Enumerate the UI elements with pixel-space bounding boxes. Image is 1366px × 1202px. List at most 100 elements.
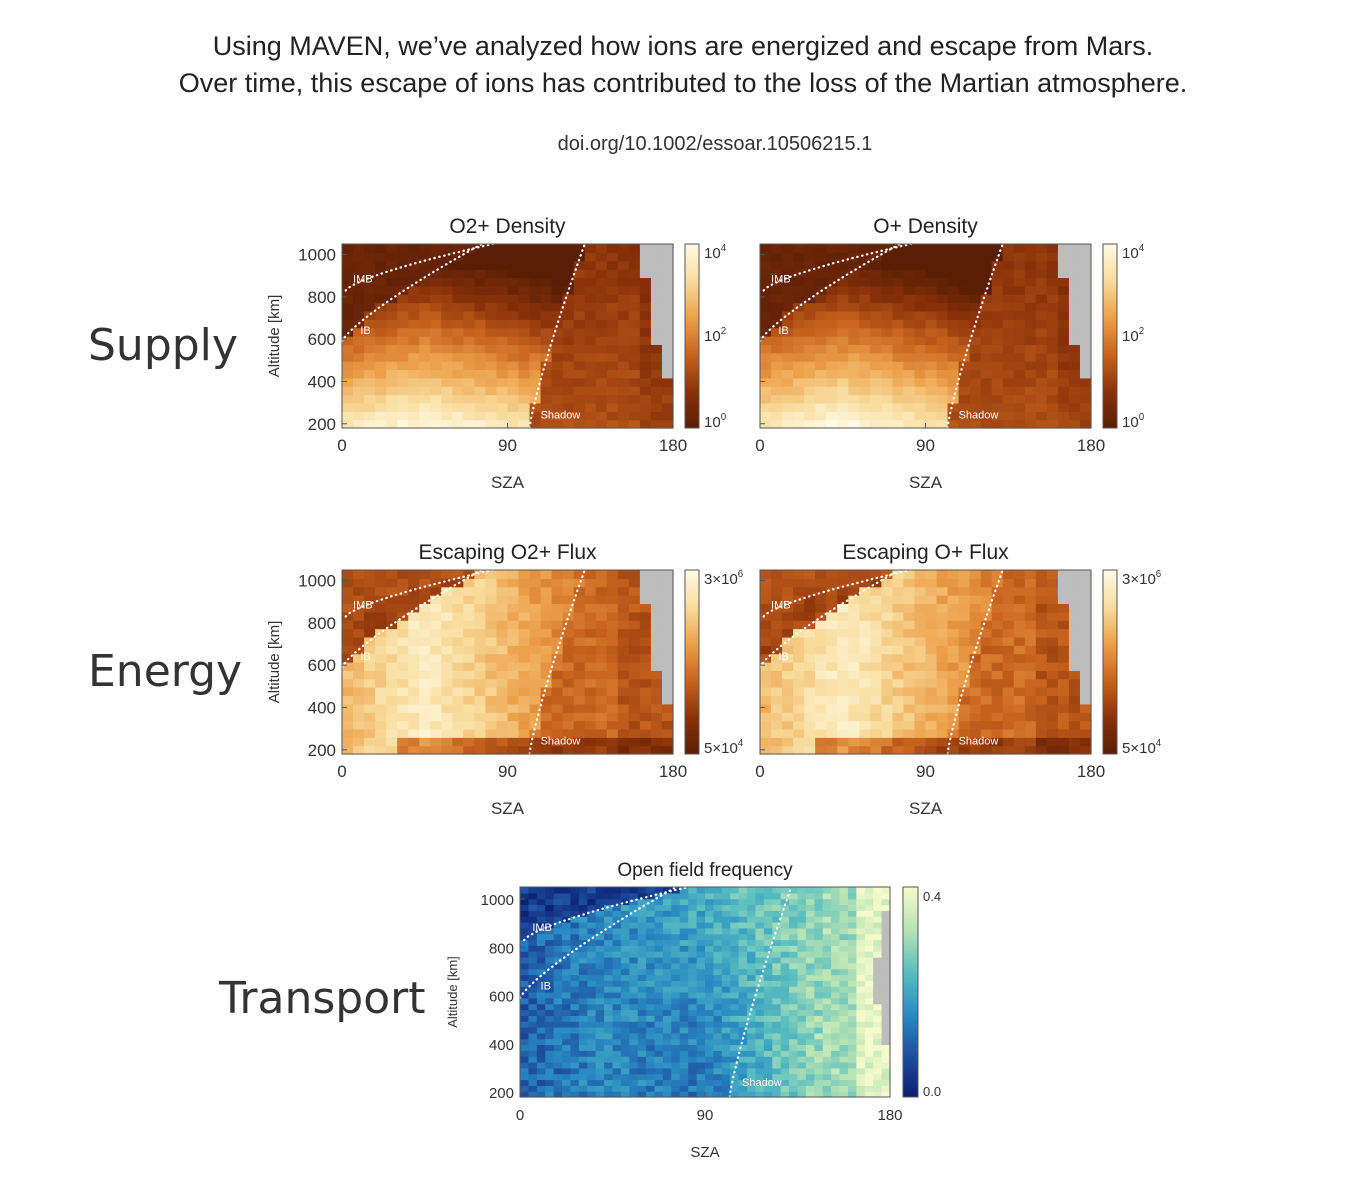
y-tick-label: 400 [308,372,336,391]
x-tick-label: 180 [659,436,687,455]
colorbar [684,569,700,755]
heatmap-cells [520,887,891,1098]
x-tick-label: 90 [498,762,517,781]
shadow-boundary-curve [946,568,1004,756]
x-axis-label: SZA [909,473,943,492]
chart-title: O+ Density [873,215,978,238]
x-axis-label: SZA [690,1144,719,1161]
x-tick-label: 180 [1077,762,1105,781]
row-label-energy: Energy [88,646,243,697]
y-tick-label: 800 [308,288,336,307]
x-axis-label: SZA [909,799,943,818]
chart-open-field: IMB IB Shadow Open field frequency 0 90 180 SZA… [445,860,941,1161]
annotation-imb: IMB [353,273,373,285]
chart-title: O2+ Density [449,215,566,238]
shadow-boundary-curve [528,242,586,430]
y-tick-label: 800 [489,940,514,957]
heatmap-cells [342,570,674,755]
ib-boundary-curve [518,885,678,1000]
chart-o-density: IMB IB Shadow O+ Density 0 90 180 SZA 104 102 100 [755,215,1144,492]
colorbar-label: 3×106 [1122,569,1161,588]
imb-boundary-curve [522,885,690,942]
colorbar-label: 3×106 [704,569,743,588]
y-tick-label: 1000 [481,892,514,909]
x-tick-label: 180 [877,1107,902,1124]
y-tick-label: 200 [308,415,336,434]
colorbar-label: 100 [704,412,727,431]
colorbar-label: 5×104 [1122,738,1162,757]
annotation-shadow: Shadow [541,409,581,421]
heatmap-cells [342,244,674,429]
annotation-ib: IB [360,651,370,663]
colorbar-label: 5×104 [704,738,744,757]
x-tick-label: 0 [516,1107,524,1124]
colorbar-label: 100 [1122,412,1145,431]
heatmap-cells [760,244,1092,429]
annotation-imb: IMB [353,599,373,611]
y-tick-label: 600 [308,656,336,675]
chart-o2-density: IMB IB Shadow O2+ Density 0 90 180 SZA 200 400 600… [266,215,727,492]
x-tick-label: 90 [916,762,935,781]
annotation-imb: IMB [532,922,552,934]
annotation-ib: IB [778,651,788,663]
annotation-shadow: Shadow [541,735,581,747]
y-tick-label: 600 [308,330,336,349]
colorbar [1102,243,1118,429]
y-tick-label: 200 [308,741,336,760]
headline-line-1: Using MAVEN, we’ve analyzed how ions are… [212,31,1154,61]
x-tick-label: 90 [697,1107,714,1124]
colorbar-label: 0.0 [923,1084,941,1099]
x-tick-label: 90 [916,436,935,455]
x-tick-label: 0 [755,436,764,455]
colorbar-label: 104 [1122,243,1145,262]
colorbar [1102,569,1118,755]
annotation-shadow: Shadow [742,1077,782,1089]
annotation-ib: IB [778,325,788,337]
chart-o2-flux: IMB IB Shadow Escaping O2+ Flux 0 90 180 SZA 200… [266,541,744,818]
x-axis-label: SZA [491,799,525,818]
shadow-boundary-curve [528,568,586,756]
annotation-imb: IMB [771,599,791,611]
y-tick-label: 400 [308,698,336,717]
colorbar-label: 0.4 [923,889,941,904]
shadow-boundary-curve [946,242,1004,430]
y-axis-label: Altitude [km] [445,956,460,1028]
y-tick-label: 800 [308,614,336,633]
colorbar-label: 104 [704,243,727,262]
y-tick-label: 600 [489,989,514,1006]
annotation-shadow: Shadow [959,409,999,421]
y-axis-label: Altitude [km] [266,621,283,704]
colorbar-label: 102 [1122,326,1144,345]
imb-boundary-curve [762,568,912,618]
annotation-ib: IB [360,325,370,337]
heatmap-cells [760,570,1092,755]
annotation-shadow: Shadow [959,735,999,747]
y-axis-label: Altitude [km] [266,295,283,378]
colorbar-label: 102 [704,326,726,345]
headline: Using MAVEN, we’ve analyzed how ions are… [0,28,1366,102]
row-label-transport: Transport [219,973,426,1024]
imb-boundary-curve [344,568,494,618]
x-tick-label: 180 [659,762,687,781]
chart-title: Open field frequency [617,860,793,881]
x-axis-label: SZA [491,473,525,492]
chart-o-flux: IMB IB Shadow Escaping O+ Flux 0 90 180 SZA 3×10… [755,541,1162,818]
y-tick-label: 200 [489,1085,514,1102]
row-label-supply: Supply [88,320,238,371]
x-tick-label: 0 [337,436,346,455]
shadow-boundary-curve [728,885,793,1099]
chart-title: Escaping O+ Flux [842,541,1009,564]
headline-line-2: Over time, this escape of ions has contr… [178,68,1188,98]
y-tick-label: 400 [489,1037,514,1054]
x-tick-label: 180 [1077,436,1105,455]
annotation-ib: IB [541,981,551,993]
colorbar [684,243,700,429]
y-tick-label: 1000 [298,572,336,591]
colorbar [902,886,919,1098]
y-tick-label: 1000 [298,246,336,265]
annotation-imb: IMB [771,273,791,285]
x-tick-label: 0 [755,762,764,781]
imb-boundary-curve [762,242,912,292]
doi-reference: doi.org/10.1002/essoar.10506215.1 [557,133,873,155]
